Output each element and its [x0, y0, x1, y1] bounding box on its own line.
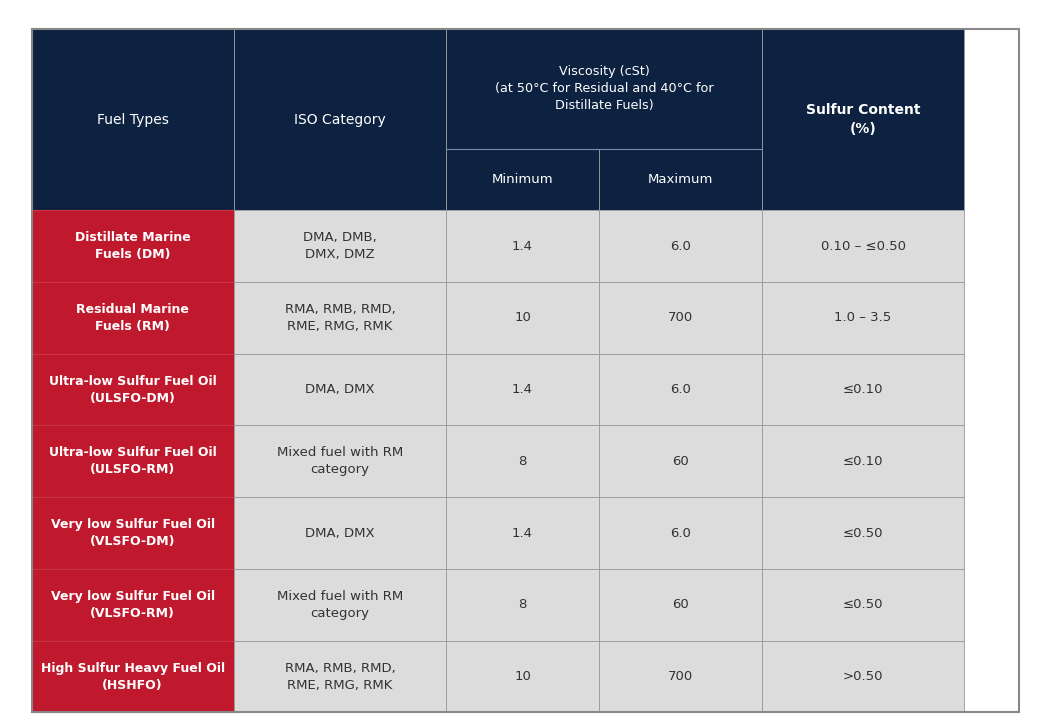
Text: 60: 60	[672, 455, 689, 467]
Text: Mixed fuel with RM
category: Mixed fuel with RM category	[277, 446, 403, 476]
Bar	[234, 353, 446, 425]
Bar	[446, 497, 598, 569]
Text: 0.10 – ≤0.50: 0.10 – ≤0.50	[820, 240, 905, 252]
Bar	[446, 640, 598, 712]
Text: 6.0: 6.0	[670, 526, 691, 539]
Bar	[598, 640, 762, 712]
Text: DMA, DMX: DMA, DMX	[306, 526, 375, 539]
Text: 10: 10	[514, 311, 531, 324]
Text: 1.4: 1.4	[512, 526, 533, 539]
Bar	[762, 497, 964, 569]
Text: Minimum: Minimum	[491, 173, 553, 186]
Bar	[234, 282, 446, 354]
Text: DMA, DMX: DMA, DMX	[306, 383, 375, 396]
Bar	[762, 353, 964, 425]
Bar	[762, 210, 964, 282]
Text: DMA, DMB,
DMX, DMZ: DMA, DMB, DMX, DMZ	[303, 231, 377, 261]
Text: ≤0.10: ≤0.10	[843, 455, 883, 467]
Bar	[234, 210, 446, 282]
Bar	[762, 640, 964, 712]
Bar	[32, 640, 234, 712]
Text: Mixed fuel with RM
category: Mixed fuel with RM category	[277, 590, 403, 620]
Bar	[32, 497, 234, 569]
Text: Residual Marine
Fuels (RM): Residual Marine Fuels (RM)	[77, 303, 189, 333]
Text: 700: 700	[668, 670, 693, 683]
Bar	[762, 29, 964, 210]
Bar	[32, 210, 234, 282]
Text: ≤0.10: ≤0.10	[843, 383, 883, 396]
Text: 8: 8	[519, 455, 527, 467]
Bar	[32, 569, 234, 640]
Text: Sulfur Content
(%): Sulfur Content (%)	[805, 103, 920, 136]
Bar	[32, 282, 234, 354]
Bar	[32, 425, 234, 497]
Bar	[446, 353, 598, 425]
Bar	[234, 640, 446, 712]
Text: Ultra-low Sulfur Fuel Oil
(ULSFO-DM): Ultra-low Sulfur Fuel Oil (ULSFO-DM)	[48, 374, 216, 404]
Text: 60: 60	[672, 598, 689, 611]
Bar	[598, 149, 762, 210]
Bar	[598, 569, 762, 640]
Bar	[446, 282, 598, 354]
Bar	[446, 569, 598, 640]
Text: 10: 10	[514, 670, 531, 683]
Bar	[598, 425, 762, 497]
Bar	[446, 149, 598, 210]
Bar	[234, 425, 446, 497]
Text: Distillate Marine
Fuels (DM): Distillate Marine Fuels (DM)	[75, 231, 190, 261]
Text: Ultra-low Sulfur Fuel Oil
(ULSFO-RM): Ultra-low Sulfur Fuel Oil (ULSFO-RM)	[48, 446, 216, 476]
Bar	[446, 29, 762, 149]
Bar	[762, 282, 964, 354]
Bar	[598, 353, 762, 425]
Text: 1.4: 1.4	[512, 383, 533, 396]
Bar	[598, 497, 762, 569]
Text: 6.0: 6.0	[670, 240, 691, 252]
Bar	[234, 29, 446, 210]
Bar	[234, 569, 446, 640]
Text: High Sulfur Heavy Fuel Oil
(HSHFO): High Sulfur Heavy Fuel Oil (HSHFO)	[41, 662, 225, 691]
Text: 8: 8	[519, 598, 527, 611]
Text: Maximum: Maximum	[648, 173, 713, 186]
Bar	[234, 497, 446, 569]
Text: RMA, RMB, RMD,
RME, RMG, RMK: RMA, RMB, RMD, RME, RMG, RMK	[285, 303, 395, 333]
Bar	[598, 210, 762, 282]
Bar	[762, 569, 964, 640]
Bar	[446, 425, 598, 497]
Bar	[32, 353, 234, 425]
Text: 700: 700	[668, 311, 693, 324]
Bar	[762, 425, 964, 497]
Text: ≤0.50: ≤0.50	[843, 598, 883, 611]
Text: RMA, RMB, RMD,
RME, RMG, RMK: RMA, RMB, RMD, RME, RMG, RMK	[285, 662, 395, 691]
Text: Fuel Types: Fuel Types	[97, 113, 169, 126]
Text: >0.50: >0.50	[843, 670, 883, 683]
Bar	[32, 29, 234, 210]
Text: 1.0 – 3.5: 1.0 – 3.5	[835, 311, 891, 324]
Text: 1.4: 1.4	[512, 240, 533, 252]
Text: Very low Sulfur Fuel Oil
(VLSFO-DM): Very low Sulfur Fuel Oil (VLSFO-DM)	[50, 518, 215, 548]
Bar	[598, 282, 762, 354]
Text: Very low Sulfur Fuel Oil
(VLSFO-RM): Very low Sulfur Fuel Oil (VLSFO-RM)	[50, 590, 215, 620]
Text: ≤0.50: ≤0.50	[843, 526, 883, 539]
Text: Viscosity (cSt)
(at 50°C for Residual and 40°C for
Distillate Fuels): Viscosity (cSt) (at 50°C for Residual an…	[495, 65, 713, 113]
Text: ISO Category: ISO Category	[294, 113, 385, 126]
Text: 6.0: 6.0	[670, 383, 691, 396]
Bar	[446, 210, 598, 282]
